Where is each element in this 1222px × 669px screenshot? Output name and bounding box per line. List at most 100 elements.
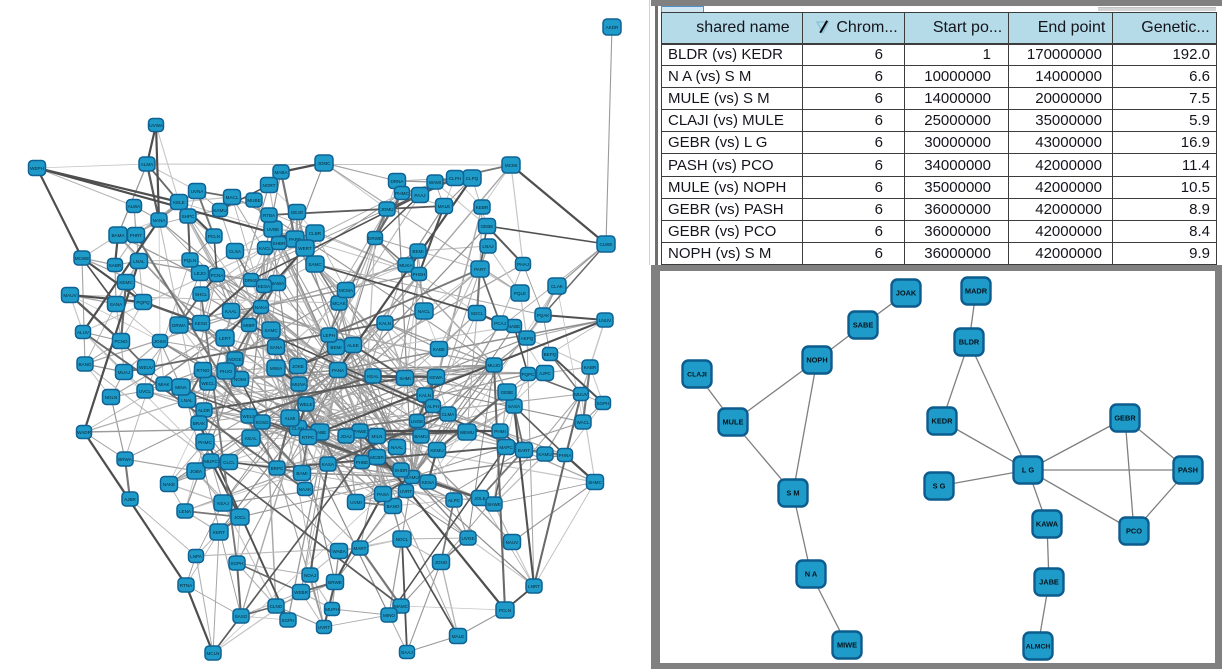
svg-text:MART: MART <box>354 546 367 551</box>
svg-text:PQAK: PQAK <box>537 313 551 318</box>
svg-text:ALDR: ALDR <box>198 408 211 413</box>
svg-text:AJBR: AJBR <box>124 497 136 502</box>
svg-text:CLBR: CLBR <box>309 231 322 236</box>
svg-text:NAKE: NAKE <box>163 482 176 487</box>
svg-text:PHSH: PHSH <box>413 272 426 277</box>
svg-text:UVBE: UVBE <box>267 227 280 232</box>
svg-text:WELE: WELE <box>299 402 312 407</box>
svg-text:KAMU: KAMU <box>538 452 551 457</box>
svg-text:BEMI: BEMI <box>412 249 423 254</box>
svg-text:PCLN: PCLN <box>499 608 511 613</box>
svg-text:KEAL: KEAL <box>367 374 379 379</box>
svg-text:MIWE: MIWE <box>837 641 857 650</box>
svg-text:SGPH: SGPH <box>230 561 243 566</box>
svg-text:MAPC: MAPC <box>499 445 513 450</box>
svg-text:DRWE: DRWE <box>368 236 382 241</box>
svg-text:PHBE: PHBE <box>356 460 369 465</box>
svg-text:UVCL: UVCL <box>139 389 152 394</box>
svg-text:SHWE: SHWE <box>487 502 501 507</box>
svg-text:NAAK: NAAK <box>299 487 312 492</box>
svg-text:WABA: WABA <box>332 549 346 554</box>
svg-text:BRPC: BRPC <box>271 466 284 471</box>
svg-text:MUNA: MUNA <box>292 382 306 387</box>
svg-text:PCNO: PCNO <box>114 339 128 344</box>
svg-text:PHNA: PHNA <box>559 453 573 458</box>
svg-text:NAKA: NAKA <box>255 305 268 310</box>
svg-text:KEDR: KEDR <box>932 417 954 426</box>
svg-text:RTBA: RTBA <box>263 213 276 218</box>
svg-text:NOPH: NOPH <box>806 356 827 365</box>
svg-text:AKDR: AKDR <box>606 25 619 30</box>
svg-text:CLAK: CLAK <box>551 284 564 289</box>
svg-text:PAWE: PAWE <box>353 429 366 434</box>
svg-text:MCMI: MCMI <box>505 163 517 168</box>
svg-text:PAAJ: PAAJ <box>414 193 425 198</box>
svg-text:JABE: JABE <box>1039 578 1059 587</box>
svg-text:BRWA: BRWA <box>118 457 132 462</box>
svg-text:CLMA: CLMA <box>442 412 456 417</box>
svg-text:LNAJ: LNAJ <box>482 244 493 249</box>
svg-text:WEUV: WEUV <box>139 365 154 370</box>
svg-text:UVRT: UVRT <box>318 625 331 630</box>
svg-text:PQLE: PQLE <box>514 291 526 296</box>
svg-text:SHPC: SHPC <box>182 214 195 219</box>
svg-text:NANA: NANA <box>153 218 167 223</box>
svg-text:ALKE: ALKE <box>347 343 359 348</box>
svg-text:KABE: KABE <box>433 347 445 352</box>
svg-text:WEPH: WEPH <box>30 166 44 171</box>
svg-text:MIAK: MIAK <box>158 382 170 387</box>
svg-text:CLWE: CLWE <box>600 242 613 247</box>
svg-text:KESG: KESG <box>195 321 208 326</box>
svg-text:LNRT: LNRT <box>528 584 540 589</box>
svg-text:PART: PART <box>474 267 486 272</box>
svg-text:KEBR: KEBR <box>476 205 489 210</box>
svg-text:UVGE: UVGE <box>461 536 474 541</box>
svg-text:LEPH: LEPH <box>323 333 335 338</box>
svg-text:KEAJ: KEAJ <box>217 501 229 506</box>
svg-text:KABR: KABR <box>584 365 597 370</box>
svg-text:L G: L G <box>1022 466 1034 475</box>
svg-text:CLSA: CLSA <box>229 249 242 254</box>
svg-text:PCO: PCO <box>1126 527 1142 536</box>
svg-text:UVNA: UVNA <box>191 189 205 194</box>
svg-text:MUUV: MUUV <box>574 392 588 397</box>
svg-text:SGPH: SGPH <box>281 618 294 623</box>
svg-text:KAWA: KAWA <box>1036 520 1059 529</box>
svg-text:SAMC: SAMC <box>308 262 322 267</box>
svg-text:AJPC: AJPC <box>539 371 551 376</box>
svg-text:BAMI: BAMI <box>296 471 307 476</box>
svg-text:WAMI: WAMI <box>429 180 441 185</box>
svg-text:SHCL: SHCL <box>195 292 208 297</box>
svg-text:NOAJ: NOAJ <box>304 573 316 578</box>
svg-text:KEAL: KEAL <box>245 436 257 441</box>
svg-text:NORT: NORT <box>263 183 276 188</box>
svg-text:SHDR: SHDR <box>394 468 408 473</box>
svg-text:PCLN: PCLN <box>208 234 220 239</box>
svg-text:WEBR: WEBR <box>294 590 308 595</box>
svg-text:GEBE: GEBE <box>481 224 494 229</box>
svg-text:KELE: KELE <box>173 200 185 205</box>
svg-text:PCNA: PCNA <box>211 273 225 278</box>
svg-text:SABE: SABE <box>853 321 874 330</box>
svg-text:DRWA: DRWA <box>172 323 187 328</box>
svg-text:LNAL: LNAL <box>133 259 145 264</box>
svg-text:MIBR: MIBR <box>243 323 255 328</box>
svg-text:BART: BART <box>518 448 530 453</box>
svg-text:PASA: PASA <box>377 492 390 497</box>
svg-text:ALMA: ALMA <box>141 162 154 167</box>
svg-text:MADR: MADR <box>965 287 988 296</box>
svg-text:PQPC: PQPC <box>521 372 535 377</box>
svg-text:WECL: WECL <box>201 381 215 386</box>
svg-text:KEMC: KEMC <box>119 280 133 285</box>
svg-text:NOMI: NOMI <box>234 377 246 382</box>
svg-text:WADR: WADR <box>77 430 92 435</box>
svg-text:SASG: SASG <box>235 614 248 619</box>
svg-text:LNAL: LNAL <box>181 398 193 403</box>
svg-text:NABE: NABE <box>508 324 521 329</box>
svg-text:SHMI: SHMI <box>399 376 410 381</box>
svg-text:BANO: BANO <box>78 362 91 367</box>
svg-text:MUKA: MUKA <box>399 263 413 268</box>
svg-text:PHMC: PHMC <box>395 191 409 196</box>
svg-text:PHJO: PHJO <box>220 369 233 374</box>
svg-text:KESA: KESA <box>422 480 435 485</box>
